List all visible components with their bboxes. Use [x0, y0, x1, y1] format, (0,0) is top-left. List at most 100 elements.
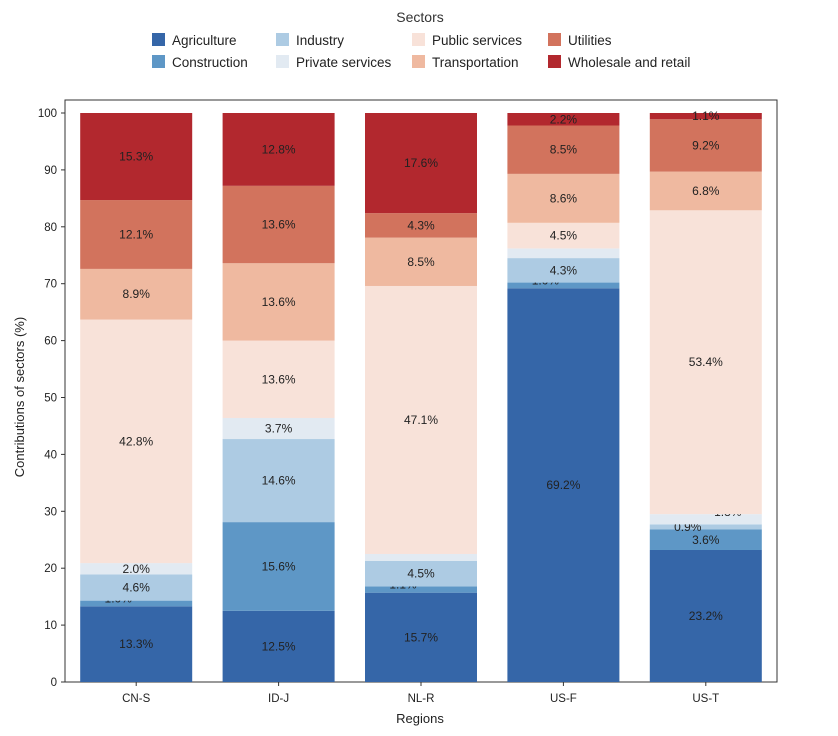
data-label: 13.6%	[262, 372, 296, 386]
bar-segment-wholesale-and-retail	[507, 113, 620, 126]
bar-segment-industry	[222, 439, 335, 523]
legend-label: Transportation	[432, 55, 519, 70]
data-label: 4.3%	[407, 218, 435, 232]
bar-segment-private-services	[365, 553, 477, 561]
bar-segment-industry	[80, 574, 193, 601]
x-tick-label: US-T	[692, 693, 719, 705]
x-axis-label: Regions	[396, 711, 444, 726]
bar-segment-utilities	[507, 125, 620, 174]
bar-segment-public-services	[80, 319, 193, 564]
y-tick-label: 70	[44, 279, 57, 291]
legend-item: Public services	[412, 33, 522, 48]
legend-label: Construction	[172, 55, 248, 70]
bar-segment-construction	[507, 282, 620, 289]
legend-label: Industry	[296, 33, 344, 48]
data-label: 15.3%	[119, 150, 153, 164]
y-tick-label: 0	[51, 677, 57, 689]
legend-item: Utilities	[548, 33, 612, 48]
legend-swatch	[276, 55, 289, 68]
bar-segment-agriculture	[507, 288, 620, 682]
y-tick-label: 30	[44, 506, 57, 518]
data-label: 17.6%	[404, 156, 438, 170]
bar-segment-public-services	[365, 285, 477, 554]
legend-swatch	[548, 33, 561, 46]
y-tick-label: 100	[38, 108, 57, 120]
bar-stack-us-f: 69.2%1.0%4.3%1.7%4.5%8.6%8.5%2.2%	[507, 112, 620, 682]
legend-swatch	[548, 55, 561, 68]
bar-segment-utilities	[80, 200, 193, 269]
legend-swatch	[152, 33, 165, 46]
data-label: 13.3%	[119, 637, 153, 651]
bar-segment-wholesale-and-retail	[222, 113, 335, 186]
bar-segment-construction	[649, 529, 762, 550]
data-label: 53.4%	[689, 355, 723, 369]
data-label: 9.2%	[692, 138, 720, 152]
data-label: 3.7%	[265, 422, 293, 436]
data-label: 8.5%	[550, 143, 578, 157]
bar-segment-private-services	[507, 248, 620, 259]
bar-segment-construction	[222, 522, 335, 611]
legend-title: Sectors	[396, 9, 443, 25]
bar-segment-public-services	[222, 340, 335, 418]
y-tick-label: 90	[44, 165, 57, 177]
data-label: 12.5%	[262, 639, 296, 653]
data-label: 12.8%	[262, 142, 296, 156]
legend-item: Industry	[276, 33, 344, 48]
bar-segment-agriculture	[80, 606, 193, 682]
data-label: 1.1%	[692, 109, 720, 123]
data-label: 42.8%	[119, 434, 153, 448]
legend-label: Agriculture	[172, 33, 237, 48]
data-label: 4.6%	[123, 581, 151, 595]
y-tick-label: 10	[44, 620, 57, 632]
bar-stack-id-j: 12.5% 15.6% 14.6% 3.7% 13.6% 13.6% 13.6% 12.8%	[222, 113, 335, 682]
bar-segment-wholesale-and-retail	[649, 113, 762, 120]
bar-segment-construction	[80, 600, 193, 607]
bar-stack-us-t: 23.2%3.6%0.9%1.8%53.4%6.8%9.2%1.1%	[649, 109, 762, 682]
bar-stack-cn-s: 13.3%1.0%4.6%2.0%42.8%8.9%12.1%15.3%	[80, 113, 193, 682]
x-tick-label: ID-J	[268, 693, 289, 705]
x-tick-label: CN-S	[122, 693, 150, 705]
y-tick-label: 20	[44, 563, 57, 575]
legend-item: Wholesale and retail	[548, 55, 690, 70]
plot-area: 010203040506070809010013.3%1.0%4.6%2.0%4…	[38, 99, 778, 705]
bar-segment-public-services	[649, 210, 762, 515]
legend: Sectors Agriculture Construction Industry P…	[152, 9, 690, 70]
bar-segment-private-services	[649, 514, 762, 525]
bar-segment-private-services	[80, 563, 193, 575]
bar-segment-agriculture	[365, 592, 477, 682]
y-tick-label: 40	[44, 449, 57, 461]
data-label: 2.0%	[123, 562, 151, 576]
bar-segment-industry	[649, 524, 762, 530]
bar-segment-utilities	[222, 185, 335, 264]
y-tick-label: 80	[44, 222, 57, 234]
data-label: 6.8%	[692, 184, 720, 198]
legend-swatch	[412, 33, 425, 46]
y-tick-label: 60	[44, 336, 57, 348]
data-label: 8.5%	[407, 255, 435, 269]
legend-item: Transportation	[412, 55, 519, 70]
data-label: 14.6%	[262, 474, 296, 488]
x-tick-label: US-F	[550, 693, 577, 705]
data-label: 2.2%	[550, 112, 578, 126]
legend-swatch	[152, 55, 165, 68]
bar-segment-private-services	[222, 417, 335, 440]
data-label: 15.6%	[262, 559, 296, 573]
legend-item: Agriculture	[152, 33, 237, 48]
data-label: 4.3%	[550, 263, 578, 277]
bar-segment-construction	[365, 586, 477, 593]
data-label: 47.1%	[404, 413, 438, 427]
data-label: 13.6%	[262, 218, 296, 232]
data-label: 12.1%	[119, 227, 153, 241]
bar-segment-agriculture	[649, 549, 762, 682]
bar-segment-wholesale-and-retail	[365, 113, 477, 214]
bar-segment-wholesale-and-retail	[80, 113, 193, 201]
bar-segment-industry	[507, 258, 620, 283]
legend-label: Wholesale and retail	[568, 55, 690, 70]
y-tick-label: 50	[44, 393, 57, 405]
data-label: 15.7%	[404, 630, 438, 644]
data-label: 3.6%	[692, 533, 720, 547]
bar-segment-transportation	[365, 237, 477, 286]
bar-segment-transportation	[507, 173, 620, 223]
data-label: 8.9%	[123, 287, 151, 301]
